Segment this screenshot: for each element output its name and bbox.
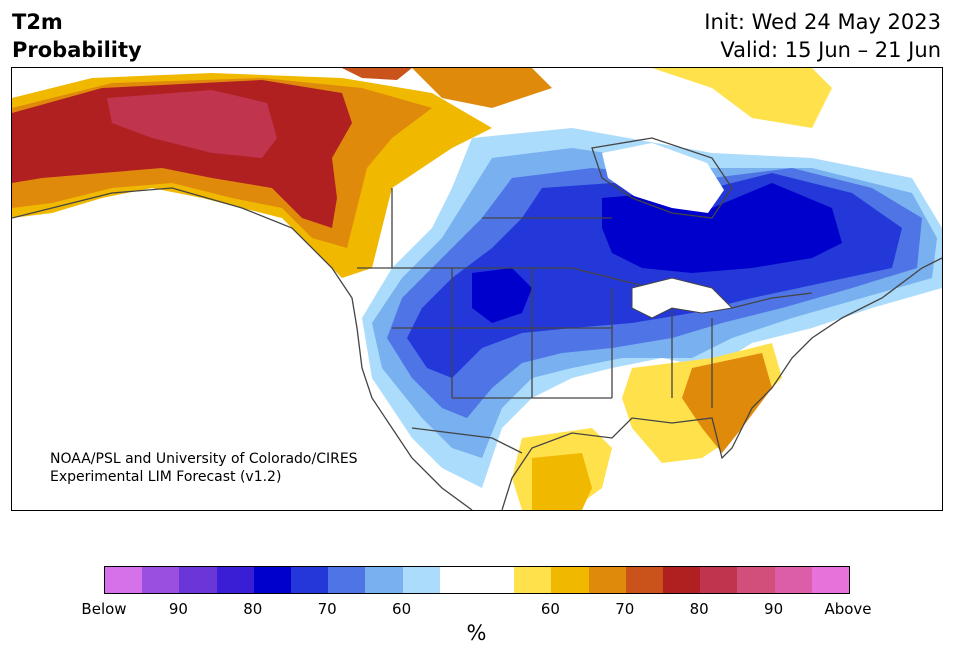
colorbar-segment <box>216 567 254 593</box>
region-navy-core <box>602 183 842 273</box>
colorbar-segment <box>811 567 850 593</box>
colorbar-segment <box>105 567 143 593</box>
title-block: T2m Probability <box>12 8 142 64</box>
region-yellow-greenland <box>652 68 832 128</box>
great-lakes <box>631 277 734 319</box>
region-darkred-west <box>107 90 277 158</box>
state-lines <box>391 188 713 408</box>
colorbar-segment <box>253 567 292 593</box>
map-credit: NOAA/PSL and University of Colorado/CIRE… <box>50 450 358 486</box>
colorbar-label: 80 <box>243 600 263 618</box>
colorbar-segment <box>439 567 478 593</box>
colorbar-label: 60 <box>540 600 560 618</box>
colorbar-label: 60 <box>392 600 412 618</box>
colorbar-label: Above <box>824 600 872 618</box>
region-navy-plains <box>472 268 532 323</box>
colorbar-labels: Below 90 80 70 60 60 70 80 90 Above <box>0 600 953 620</box>
colorbar-label: 70 <box>615 600 635 618</box>
map-shading <box>12 68 942 510</box>
colorbar-label: 90 <box>764 600 784 618</box>
colorbar-segment <box>737 567 775 593</box>
title-variable: T2m <box>12 10 63 34</box>
colorbar-segment <box>625 567 664 593</box>
colorbar-segment <box>588 567 626 593</box>
colorbar-segment <box>365 567 403 593</box>
colorbar-segment <box>514 567 552 593</box>
colorbar <box>104 566 850 594</box>
region-orange-southeast <box>682 353 772 453</box>
title-product: Probability <box>12 38 142 62</box>
date-block: Init: Wed 24 May 2023 Valid: 15 Jun – 21… <box>704 8 941 64</box>
hudson-bay <box>591 137 733 219</box>
colorbar-segment <box>551 567 589 593</box>
map-outlines <box>12 137 942 510</box>
colorbar-segment <box>328 567 366 593</box>
colorbar-segment <box>142 567 180 593</box>
colorbar-unit: % <box>466 621 487 645</box>
probability-map: NOAA/PSL and University of Colorado/CIRE… <box>11 67 943 511</box>
colorbar-label: 90 <box>168 600 188 618</box>
region-red-arctic <box>342 68 412 80</box>
colorbar-label: Below <box>81 600 127 618</box>
credit-line-2: Experimental LIM Forecast (v1.2) <box>50 469 282 485</box>
region-gold-mexico <box>532 453 592 510</box>
hudson-bay-water <box>602 143 724 213</box>
region-orange-arctic <box>412 68 552 108</box>
colorbar-label: 80 <box>689 600 709 618</box>
colorbar-segment <box>179 567 217 593</box>
colorbar-segment <box>663 567 701 593</box>
colorbar-segment <box>291 567 329 593</box>
init-date: Init: Wed 24 May 2023 <box>704 10 941 34</box>
valid-range: Valid: 15 Jun – 21 Jun <box>720 38 941 62</box>
colorbar-segment <box>700 567 738 593</box>
coastline-gulf-east <box>501 257 942 510</box>
colorbar-segment <box>774 567 812 593</box>
coastline-west <box>12 187 473 510</box>
colorbar-label: 70 <box>317 600 337 618</box>
colorbar-segment <box>477 567 515 593</box>
border-us-mexico <box>411 427 523 454</box>
colorbar-segment <box>402 567 440 593</box>
credit-line-1: NOAA/PSL and University of Colorado/CIRE… <box>50 451 358 467</box>
